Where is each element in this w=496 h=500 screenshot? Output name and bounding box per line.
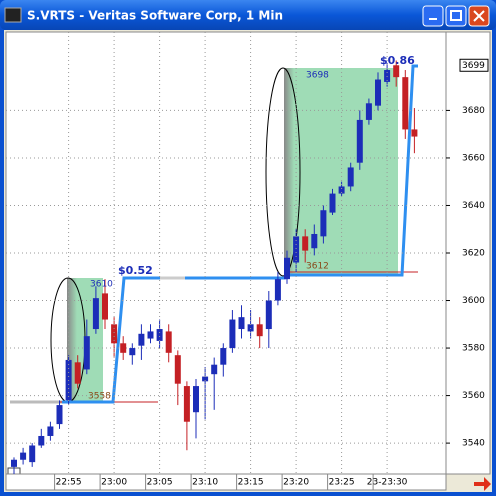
candle-body [92,298,99,330]
candle-body [356,119,363,163]
candle-body [238,317,245,330]
candle-body [74,362,81,384]
candle-body [183,386,190,422]
candle-body [47,426,54,436]
candle-body [165,331,172,353]
candle-body [365,103,372,120]
candle-body [120,343,127,353]
candle-body [402,77,409,130]
candle-body [111,324,118,344]
candle-body [129,348,136,356]
y-tick-label: 3580 [462,344,485,354]
candle-body [311,233,318,249]
x-tick-label: 23:20 [283,478,309,488]
ellipse [265,67,301,277]
candle-body [384,70,391,82]
zone-shadow [67,278,77,402]
candle-body [83,336,90,370]
x-tick-label: 23:05 [147,478,173,488]
candle-body [284,257,290,280]
x-tick-label: 23:10 [192,478,218,488]
candle-body [293,236,300,263]
candle-body [29,445,36,463]
scroll-arrow[interactable] [474,477,491,491]
y-tick-label: 3680 [462,106,485,116]
y-tick-label: 3640 [462,201,485,211]
candle-body [102,293,108,320]
candle-body [320,210,327,237]
annotation: 3610 [90,280,113,290]
candle-body [220,348,227,365]
candle-body [202,376,209,382]
candle-body [375,79,381,106]
candle-body [193,386,199,413]
x-axis-strip [5,473,447,491]
candle-body [138,333,145,346]
last-price-box [459,58,489,72]
candle-body [211,364,218,375]
app-icon [4,7,22,23]
candle-body [302,236,309,251]
y-tick-label: 3540 [462,439,485,449]
x-tick-label: 22:55 [56,478,82,488]
candle-body [393,65,400,78]
candle-body [11,459,17,467]
candle-body [20,452,27,460]
candle-body [156,329,163,341]
y-tick-label: 3620 [462,249,485,259]
annotation: 3698 [306,71,329,81]
annotation: $0.86 [380,54,415,67]
candle-body [347,167,354,187]
annotation: 3612 [306,262,329,272]
close-icon [473,10,485,22]
candle-body [265,300,272,330]
y-tick-label: 3560 [462,391,485,401]
candle-body [56,405,63,425]
candle-body [338,186,345,194]
candle-body [329,193,336,213]
x-tick-label: 23:00 [101,478,127,488]
zone-shadow [284,68,294,275]
candle-body [229,319,236,349]
minimize-button[interactable] [422,5,444,27]
minimize-icon [429,18,437,20]
annotation: 3558 [88,392,111,402]
window-title: S.VRTS - Veritas Software Corp, 1 Min [27,9,283,23]
maximize-button[interactable] [445,5,467,27]
price-axis [445,31,491,475]
x-tick-label: 23:15 [238,478,264,488]
candle-body [256,324,263,337]
candle-body [147,331,154,339]
last-price: 3699 [462,61,485,71]
y-tick-label: 3600 [462,296,485,306]
y-tick-label: 3660 [462,153,485,163]
x-tick-label: 23:25 [329,478,355,488]
candle-body [174,355,181,384]
candle-body [38,435,45,446]
candle-body [274,279,281,301]
annotation: $0.52 [118,264,153,277]
maximize-icon [450,10,462,21]
candle-body [411,129,418,137]
x-tick-label: 23-23:30 [367,478,408,488]
title-bar [0,0,496,30]
candle-body [247,324,254,332]
